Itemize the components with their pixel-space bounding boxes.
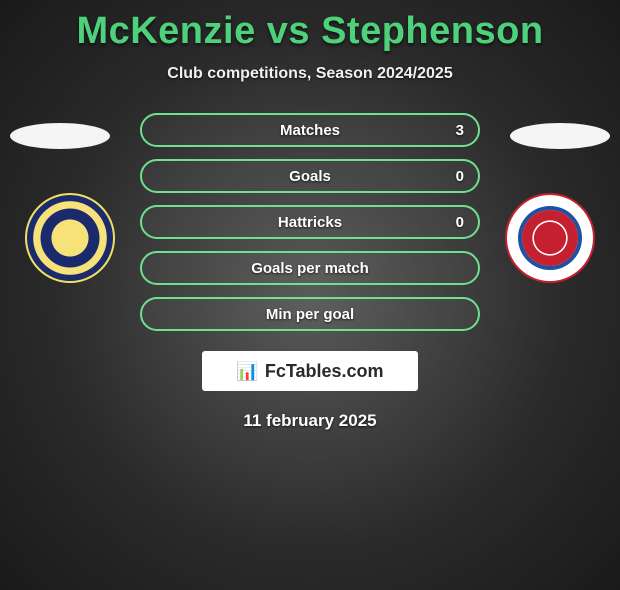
- stat-row-goals-per-match: Goals per match: [140, 251, 480, 285]
- comparison-panel: Matches 3 Goals 0 Hattricks 0 Goals per …: [0, 113, 620, 343]
- stat-label: Matches: [280, 122, 340, 139]
- stat-row-hattricks: Hattricks 0: [140, 205, 480, 239]
- stat-label: Min per goal: [266, 306, 354, 323]
- stat-right: 0: [456, 214, 464, 231]
- date-text: 11 february 2025: [0, 411, 620, 431]
- club-crest-left: [25, 193, 115, 283]
- stat-row-min-per-goal: Min per goal: [140, 297, 480, 331]
- stat-label: Goals: [289, 168, 331, 185]
- stat-row-matches: Matches 3: [140, 113, 480, 147]
- chart-icon: 📊: [236, 361, 258, 382]
- stat-row-goals: Goals 0: [140, 159, 480, 193]
- stat-rows: Matches 3 Goals 0 Hattricks 0 Goals per …: [140, 113, 480, 343]
- stat-right: 0: [456, 168, 464, 185]
- page-title: McKenzie vs Stephenson: [0, 10, 620, 53]
- club-crest-right: [505, 193, 595, 283]
- stat-right: 3: [456, 122, 464, 139]
- player-right-placeholder: [510, 123, 610, 149]
- brand-box[interactable]: 📊 FcTables.com: [202, 351, 418, 391]
- stat-label: Goals per match: [251, 260, 369, 277]
- player-left-placeholder: [10, 123, 110, 149]
- brand-text: FcTables.com: [265, 361, 384, 382]
- subtitle: Club competitions, Season 2024/2025: [0, 65, 620, 83]
- stat-label: Hattricks: [278, 214, 342, 231]
